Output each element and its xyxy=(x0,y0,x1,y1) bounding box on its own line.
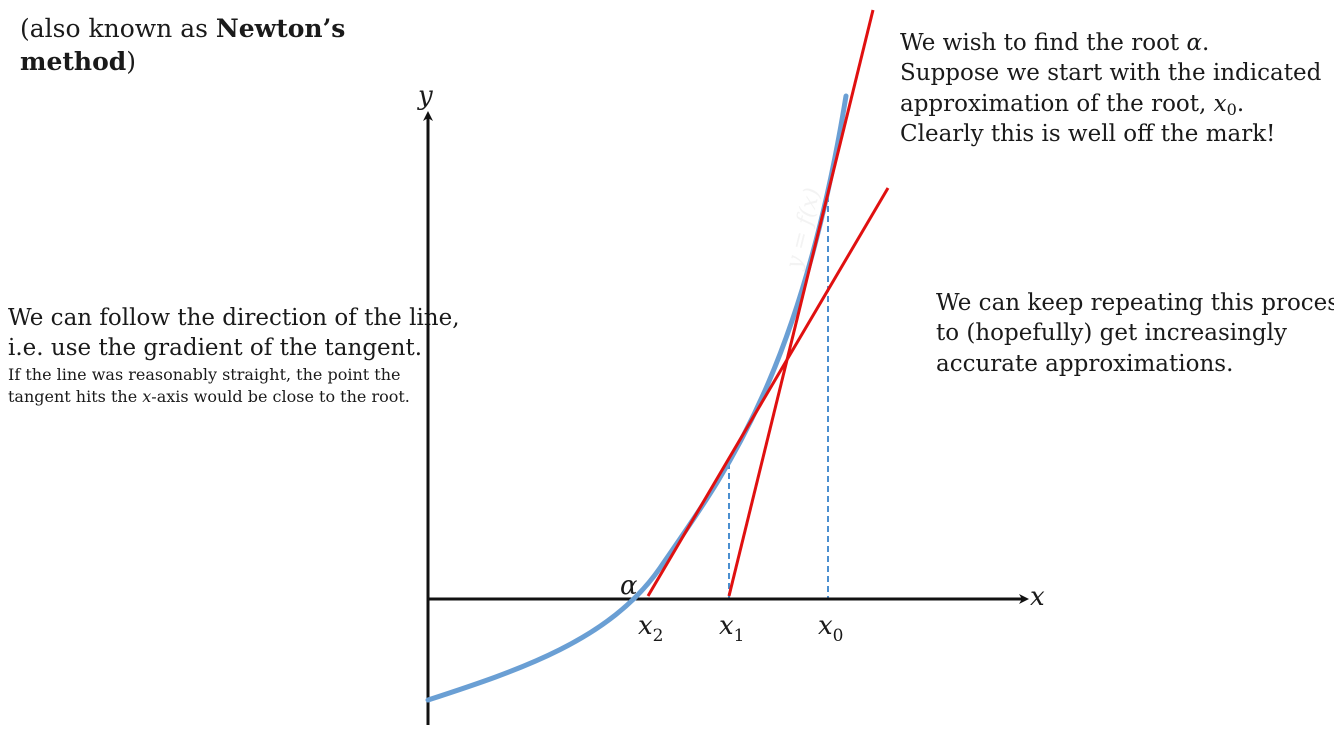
left-note: We can follow the direction of the line,… xyxy=(8,304,460,409)
right-top-note: We wish to find the root α. Suppose we s… xyxy=(900,28,1322,149)
left-note-line4-prefix: tangent hits the xyxy=(8,387,143,407)
right-top-line1-prefix: We wish to find the root xyxy=(900,30,1187,56)
intro-prefix: (also known as xyxy=(20,14,216,43)
right-mid-line3: accurate approximations. xyxy=(936,350,1234,377)
right-top-line3-math: x xyxy=(1213,90,1227,117)
tangent-line-at-x0 xyxy=(727,9,875,597)
tick-x0-base: x xyxy=(818,611,833,641)
function-curve xyxy=(425,93,849,703)
root-label: α xyxy=(620,571,638,601)
right-top-line3: approximation of the root, x0. xyxy=(900,89,1320,119)
left-note-line3: If the line was reasonably straight, the… xyxy=(8,364,401,384)
intro-name-part1: Newton’s xyxy=(215,14,346,43)
y-axis-label: y xyxy=(417,81,433,111)
right-top-line3-prefix: approximation of the root, xyxy=(900,90,1214,117)
left-note-line4-math: x xyxy=(142,387,152,407)
right-top-line1: We wish to find the root α. xyxy=(900,28,1320,58)
tick-label-x1: x1 xyxy=(719,611,745,646)
right-top-line3-sub: 0 xyxy=(1226,99,1237,119)
tick-x1-sub: 1 xyxy=(734,626,745,646)
right-mid-line1: We can keep repeating this process xyxy=(936,290,1334,316)
tick-x2-base: x xyxy=(638,611,653,641)
right-mid-line2: to (hopefully) get increasingly xyxy=(936,320,1287,347)
right-mid-note: We can keep repeating this process to (h… xyxy=(936,288,1334,379)
left-note-line2: i.e. use the gradient of the tangent. xyxy=(8,334,423,361)
tick-label-x2: x2 xyxy=(638,611,664,646)
intro-name-part2: method xyxy=(20,47,127,77)
left-note-line4: tangent hits the x-axis would be close t… xyxy=(8,386,428,408)
left-note-line1: We can follow the direction of the line, xyxy=(8,305,460,331)
intro-suffix: ) xyxy=(126,47,137,77)
tick-x2-sub: 2 xyxy=(653,626,664,646)
left-note-line4-suffix: -axis would be close to the root. xyxy=(151,387,410,407)
tick-label-x0: x0 xyxy=(818,611,844,646)
tick-x0-sub: 0 xyxy=(833,626,844,646)
intro-note: (also known as Newton’s method) xyxy=(20,12,380,79)
right-top-line1-suffix: . xyxy=(1202,30,1210,56)
tick-x1-base: x xyxy=(719,611,734,641)
right-top-line1-math: α xyxy=(1186,30,1203,56)
x-axis-label: x xyxy=(1030,582,1045,612)
right-top-line4: Clearly this is well off the mark! xyxy=(900,121,1276,148)
tangent-line-at-x1 xyxy=(646,187,890,597)
right-top-line3-suffix: . xyxy=(1236,90,1245,117)
right-top-line2: Suppose we start with the indicated xyxy=(900,60,1322,87)
